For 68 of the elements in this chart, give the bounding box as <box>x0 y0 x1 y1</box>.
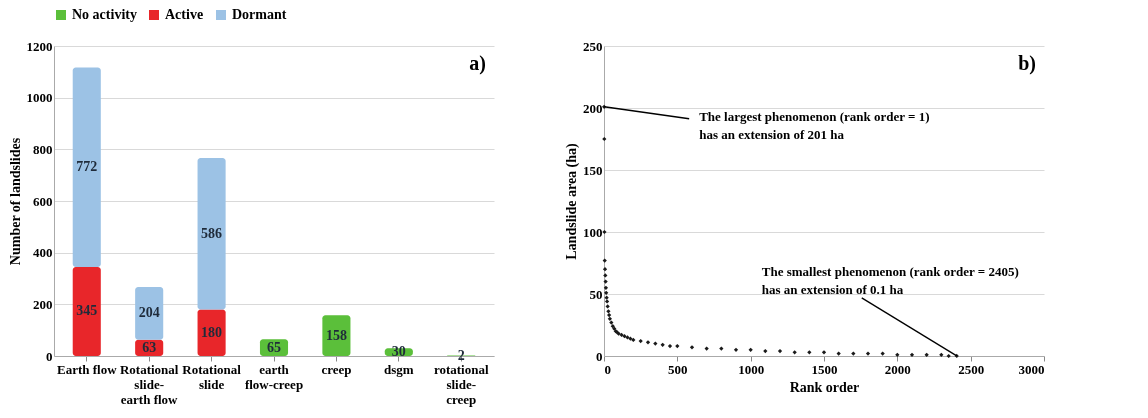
x-tick-label: Rotational slide-earth flow <box>119 361 179 407</box>
point <box>792 350 797 355</box>
y-tick-label: 150 <box>583 162 603 178</box>
x-tick-label: 500 <box>668 361 688 377</box>
annotation: The largest phenomenon (rank order = 1) has an extension of 201 ha <box>699 108 930 142</box>
y-tick-label: 200 <box>583 100 603 116</box>
x-tick-label: 3000 <box>1018 361 1045 377</box>
bar <box>72 266 101 356</box>
point <box>939 352 944 357</box>
y-tick-label: 600 <box>33 193 53 209</box>
y-tick-label: 400 <box>33 245 53 261</box>
point <box>603 273 608 278</box>
x-axis-title: Rank order <box>789 379 860 395</box>
legend-label: Dormant <box>232 7 287 22</box>
point <box>606 309 611 314</box>
x-tick-label: 2000 <box>884 361 911 377</box>
data-label: 772 <box>76 159 98 175</box>
data-label: 345 <box>76 303 98 319</box>
y-tick-label: 0 <box>596 348 603 364</box>
point <box>777 348 783 354</box>
y-tick-label: 100 <box>583 224 603 240</box>
x-tick-label: 1000 <box>738 361 765 377</box>
legend-label: No activity <box>72 7 137 22</box>
y-tick-label: 1200 <box>26 38 53 54</box>
point <box>667 343 673 349</box>
bar <box>197 158 226 310</box>
data-label: 63 <box>142 339 157 355</box>
data-label: 65 <box>267 339 281 355</box>
y-axis-title: Landslide area (ha) <box>564 142 580 260</box>
bar <box>72 67 101 267</box>
point <box>604 290 609 295</box>
x-tick-label: earth flow-creep <box>244 361 304 392</box>
annotation: The smallest phenomenon (rank order = 2405) has an extension of 0.1 ha <box>761 263 1019 297</box>
data-label: 586 <box>201 225 223 241</box>
point <box>607 316 612 321</box>
legend-label: Active <box>165 7 204 22</box>
data-label: 158 <box>325 327 347 343</box>
point <box>807 350 812 355</box>
point <box>607 312 612 318</box>
y-tick-label: 0 <box>46 348 53 364</box>
point <box>603 285 609 290</box>
x-tick-label: dsgm <box>384 361 414 377</box>
y-tick-label: 50 <box>589 286 603 302</box>
point <box>704 346 709 351</box>
point <box>924 352 929 357</box>
y-tick-label: 1000 <box>26 90 53 106</box>
y-axis-title: Number of landslides <box>7 137 23 266</box>
data-label: 180 <box>201 324 223 340</box>
point <box>719 346 724 351</box>
data-label: 204 <box>138 305 160 321</box>
point <box>653 341 658 346</box>
data-label: 2 <box>457 347 465 363</box>
x-tick-label: Earth flow <box>56 361 118 377</box>
point <box>605 304 610 309</box>
y-tick-label: 800 <box>33 141 53 157</box>
annotation: b) <box>1018 52 1036 75</box>
annotation: a) <box>469 52 486 75</box>
point <box>603 279 608 284</box>
x-tick-label: 2500 <box>958 361 985 377</box>
y-tick-label: 200 <box>33 296 53 312</box>
y-tick-label: 250 <box>583 38 603 54</box>
data-label: 30 <box>391 344 406 360</box>
x-tick-label: rotational slide-creep <box>433 361 489 407</box>
point <box>895 352 900 357</box>
point <box>604 295 609 300</box>
x-tick-label: creep <box>321 361 352 377</box>
x-tick-label: 1500 <box>811 361 838 377</box>
x-tick-label: Rotational slide <box>182 361 242 392</box>
